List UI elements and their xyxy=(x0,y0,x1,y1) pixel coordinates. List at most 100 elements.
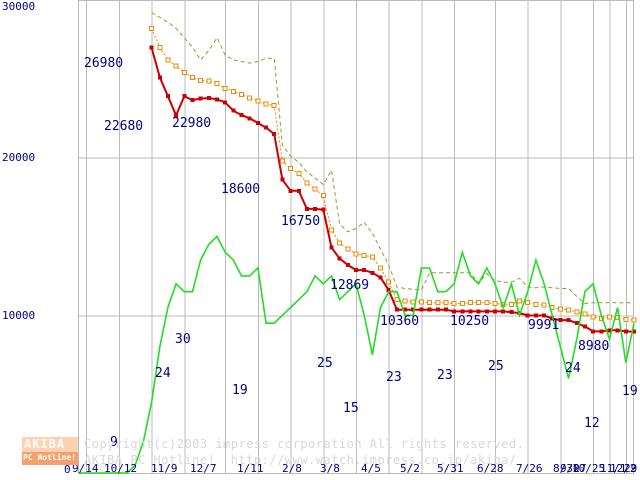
series-marker-avg-price xyxy=(214,81,220,87)
series-lines xyxy=(78,12,637,474)
watermark-url: AKIBA PC Hotline! http://www.watch.impre… xyxy=(84,453,517,467)
series-marker-min-price xyxy=(623,329,628,334)
y-axis-tick-label: 20000 xyxy=(2,151,36,164)
series-marker-avg-price xyxy=(451,301,457,306)
series-marker-min-price xyxy=(509,310,514,315)
x-axis-tick-label: 5/31 xyxy=(437,462,464,475)
series-marker-avg-price xyxy=(427,300,433,306)
series-marker-min-price xyxy=(468,309,473,314)
series-marker-min-price xyxy=(223,100,228,105)
series-marker-avg-price xyxy=(329,227,334,233)
series-marker-avg-price xyxy=(288,166,294,172)
series-marker-min-price xyxy=(296,188,301,193)
series-marker-min-price xyxy=(460,309,465,314)
x-axis-tick-label: 5/2 xyxy=(400,462,420,475)
series-marker-avg-price xyxy=(476,300,482,306)
price-value-label: 9991 xyxy=(528,318,560,333)
series-marker-avg-price xyxy=(198,77,204,83)
series-marker-min-price xyxy=(345,262,350,267)
series-marker-min-price xyxy=(370,270,375,275)
series-marker-avg-price xyxy=(631,317,637,323)
series-marker-min-price xyxy=(615,328,620,333)
series-marker-avg-price xyxy=(255,98,261,104)
series-marker-min-price xyxy=(354,268,358,273)
series-marker-min-price xyxy=(452,309,457,314)
series-marker-avg-price xyxy=(378,265,383,271)
logo-top-band xyxy=(22,437,78,452)
x-axis-tick-label: 6/28 xyxy=(477,462,504,475)
logo-title: AKIBA xyxy=(24,437,66,451)
series-marker-min-price xyxy=(264,125,269,130)
count-value-label: 23 xyxy=(437,368,453,383)
series-marker-avg-price xyxy=(492,301,498,306)
series-marker-min-price xyxy=(525,313,530,318)
series-marker-min-price xyxy=(386,288,391,293)
y-axis-tick-label: 30000 xyxy=(2,0,36,13)
series-marker-min-price xyxy=(599,329,604,334)
x-axis-tick-label: 7/26 xyxy=(516,462,543,475)
x-axis-tick-label: 2/8 xyxy=(282,462,302,475)
series-marker-avg-price xyxy=(468,300,473,306)
series-marker-avg-price xyxy=(173,63,179,69)
series-marker-min-price xyxy=(313,206,318,211)
price-value-label: 26980 xyxy=(84,56,124,71)
series-marker-avg-price xyxy=(623,316,629,322)
count-value-label: 25 xyxy=(317,356,333,371)
series-marker-avg-price xyxy=(165,57,171,63)
x-axis-tick-label: 11/9 xyxy=(151,462,178,475)
x-axis-tick-label: 10/25 xyxy=(572,462,606,475)
series-marker-min-price xyxy=(321,207,326,212)
series-marker-avg-price xyxy=(353,251,359,257)
series-marker-min-price xyxy=(632,329,636,334)
series-marker-min-price xyxy=(288,188,293,193)
x-axis-tick-label: 1/11 xyxy=(237,462,264,475)
series-marker-avg-price xyxy=(312,186,318,192)
series-marker-min-price xyxy=(484,309,489,314)
series-marker-avg-price xyxy=(517,298,522,304)
series-marker-min-price xyxy=(206,96,211,101)
count-value-label: 9 xyxy=(110,435,118,450)
series-marker-min-price xyxy=(542,313,547,318)
series-marker-min-price xyxy=(607,328,612,333)
series-marker-min-price xyxy=(255,121,260,125)
series-marker-min-price xyxy=(394,307,399,312)
series-marker-avg-price xyxy=(337,240,343,246)
series-marker-avg-price xyxy=(443,300,449,306)
logo-bottom-band xyxy=(22,452,78,465)
watermark-copyright: Copyright(c)2003 impress corporation All… xyxy=(84,437,525,451)
series-marker-avg-price xyxy=(541,302,547,308)
x-axis-tick-label: 4/5 xyxy=(361,462,381,475)
price-value-label: 8980 xyxy=(578,339,610,354)
price-value-label: 18600 xyxy=(221,182,261,197)
y-axis-tick-label: 0 xyxy=(64,463,71,476)
series-marker-min-price xyxy=(501,309,506,314)
series-marker-min-price xyxy=(443,307,448,312)
series-marker-min-price xyxy=(165,94,170,99)
x-axis-tick-label: 12/2 xyxy=(610,462,637,475)
series-marker-avg-price xyxy=(566,307,572,313)
series-marker-min-price xyxy=(231,108,236,113)
series-marker-avg-price xyxy=(279,158,285,164)
price-value-label: 22980 xyxy=(172,116,212,131)
series-marker-min-price xyxy=(566,318,571,323)
series-marker-avg-price xyxy=(230,88,236,94)
series-marker-min-price xyxy=(582,324,587,329)
akiba-logo: AKIBA PC Hotline! xyxy=(22,437,78,465)
series-marker-avg-price xyxy=(557,306,563,312)
series-marker-avg-price xyxy=(386,279,392,285)
series-marker-avg-price xyxy=(157,44,163,50)
series-marker-avg-price xyxy=(149,25,155,31)
series-marker-min-price xyxy=(337,256,342,261)
series-marker-avg-price xyxy=(271,103,277,109)
count-value-label: 19 xyxy=(232,383,248,398)
series-marker-min-price xyxy=(174,113,179,118)
x-axis-tick-label: 9/27 xyxy=(560,462,587,475)
series-marker-avg-price xyxy=(369,254,375,260)
series-marker-avg-price xyxy=(402,298,408,304)
series-marker-min-price xyxy=(533,313,538,318)
series-marker-min-price xyxy=(591,329,596,334)
series-marker-min-price xyxy=(157,75,162,80)
series-marker-min-price xyxy=(427,307,432,312)
series-marker-avg-price xyxy=(459,301,465,306)
series-marker-avg-price xyxy=(607,314,612,320)
